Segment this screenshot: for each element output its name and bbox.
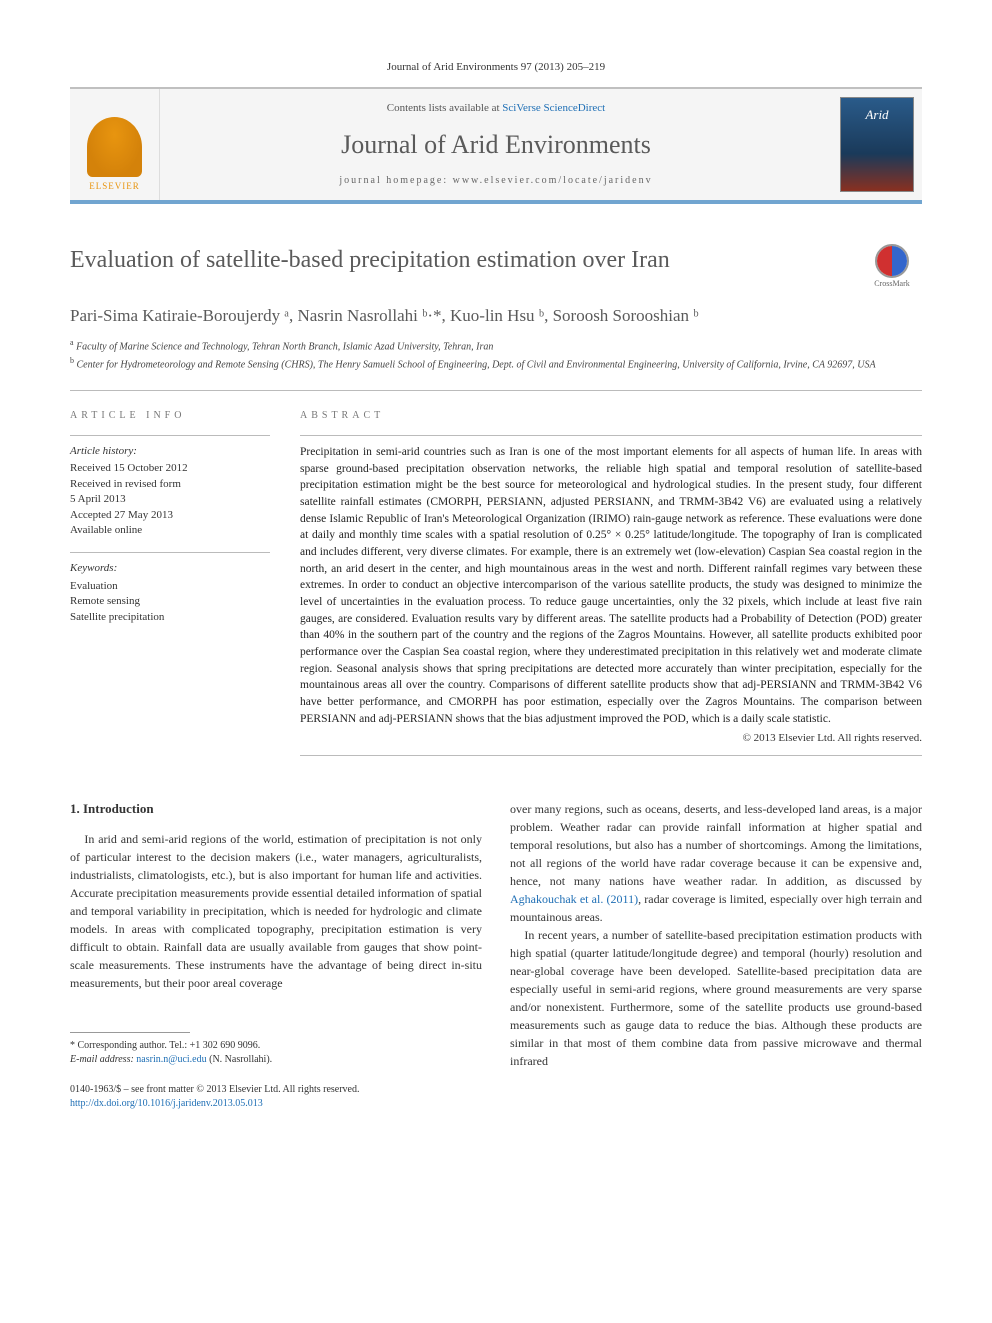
history-line-3: Accepted 27 May 2013 xyxy=(70,508,270,523)
abstract-label: ABSTRACT xyxy=(300,409,922,423)
masthead: ELSEVIER Contents lists available at Sci… xyxy=(70,87,922,204)
history-block: Article history: Received 15 October 201… xyxy=(70,444,270,538)
cover-cell: Arid xyxy=(832,89,922,200)
body-col-right: over many regions, such as oceans, deser… xyxy=(510,800,922,1111)
info-divider-1 xyxy=(70,435,270,436)
body-col2-p1-pre: over many regions, such as oceans, deser… xyxy=(510,802,922,888)
abstract-divider-bottom xyxy=(300,755,922,756)
body-col2-p1: over many regions, such as oceans, deser… xyxy=(510,800,922,926)
crossmark-widget[interactable]: CrossMark xyxy=(862,244,922,289)
contents-prefix: Contents lists available at xyxy=(387,102,502,114)
body-col-left: 1. Introduction In arid and semi-arid re… xyxy=(70,800,482,1111)
authors-line: Pari-Sima Katiraie-Boroujerdy ᵃ, Nasrin … xyxy=(70,304,922,328)
abstract-copyright: © 2013 Elsevier Ltd. All rights reserved… xyxy=(300,731,922,746)
sciencedirect-link[interactable]: SciVerse ScienceDirect xyxy=(502,102,605,114)
journal-name: Journal of Arid Environments xyxy=(170,127,822,163)
keywords-label: Keywords: xyxy=(70,561,270,576)
history-line-0: Received 15 October 2012 xyxy=(70,461,270,476)
history-label: Article history: xyxy=(70,444,270,459)
publisher-name: ELSEVIER xyxy=(89,180,140,193)
email-footnote: E-mail address: nasrin.n@uci.edu (N. Nas… xyxy=(70,1053,482,1067)
info-divider-2 xyxy=(70,552,270,553)
masthead-center: Contents lists available at SciVerse Sci… xyxy=(160,89,832,200)
body-columns: 1. Introduction In arid and semi-arid re… xyxy=(70,800,922,1111)
contents-line: Contents lists available at SciVerse Sci… xyxy=(170,101,822,116)
crossmark-icon xyxy=(875,244,909,278)
crossmark-label: CrossMark xyxy=(874,278,910,289)
affiliation-a: a Faculty of Marine Science and Technolo… xyxy=(70,337,922,354)
footer-line-1: 0140-1963/$ – see front matter © 2013 El… xyxy=(70,1083,482,1097)
article-info-label: ARTICLE INFO xyxy=(70,409,270,423)
abstract-text: Precipitation in semi-arid countries suc… xyxy=(300,444,922,727)
doi-link[interactable]: http://dx.doi.org/10.1016/j.jaridenv.201… xyxy=(70,1098,263,1109)
publisher-logo-cell: ELSEVIER xyxy=(70,89,160,200)
affiliations: a Faculty of Marine Science and Technolo… xyxy=(70,337,922,372)
keyword-1: Remote sensing xyxy=(70,594,270,609)
elsevier-logo[interactable]: ELSEVIER xyxy=(80,107,150,192)
body-col1-p1: In arid and semi-arid regions of the wor… xyxy=(70,830,482,992)
body-col2-p2: In recent years, a number of satellite-b… xyxy=(510,926,922,1070)
homepage-prefix: journal homepage: xyxy=(339,175,452,186)
homepage-line: journal homepage: www.elsevier.com/locat… xyxy=(170,174,822,188)
history-line-2: 5 April 2013 xyxy=(70,492,270,507)
history-line-4: Available online xyxy=(70,523,270,538)
page: Journal of Arid Environments 97 (2013) 2… xyxy=(0,0,992,1151)
history-line-1: Received in revised form xyxy=(70,477,270,492)
corresponding-email-link[interactable]: nasrin.n@uci.edu xyxy=(136,1054,206,1065)
keyword-2: Satellite precipitation xyxy=(70,610,270,625)
affiliation-a-text: Faculty of Marine Science and Technology… xyxy=(76,342,493,353)
journal-homepage-link[interactable]: www.elsevier.com/locate/jaridenv xyxy=(453,175,653,186)
footer-bar: 0140-1963/$ – see front matter © 2013 El… xyxy=(70,1083,482,1111)
info-abstract-row: ARTICLE INFO Article history: Received 1… xyxy=(70,409,922,764)
divider-top xyxy=(70,390,922,391)
cover-title: Arid xyxy=(865,106,888,124)
footnote-separator xyxy=(70,1032,190,1033)
elsevier-tree-icon xyxy=(87,117,142,177)
citation-link-aghakouchak[interactable]: Aghakouchak et al. (2011) xyxy=(510,892,638,906)
email-who: (N. Nasrollahi). xyxy=(207,1054,273,1065)
keywords-block: Keywords: Evaluation Remote sensing Sate… xyxy=(70,561,270,625)
email-label: E-mail address: xyxy=(70,1054,136,1065)
abstract-divider xyxy=(300,435,922,436)
keyword-0: Evaluation xyxy=(70,579,270,594)
article-title: Evaluation of satellite-based precipitat… xyxy=(70,244,862,278)
section-1-heading: 1. Introduction xyxy=(70,800,482,818)
affiliation-b-text: Center for Hydrometeorology and Remote S… xyxy=(77,359,876,370)
abstract-column: ABSTRACT Precipitation in semi-arid coun… xyxy=(300,409,922,764)
article-info: ARTICLE INFO Article history: Received 1… xyxy=(70,409,270,764)
corresponding-footnote: * Corresponding author. Tel.: +1 302 690… xyxy=(70,1039,482,1053)
journal-cover-thumb[interactable]: Arid xyxy=(840,97,914,192)
title-row: Evaluation of satellite-based precipitat… xyxy=(70,244,922,289)
citation-header: Journal of Arid Environments 97 (2013) 2… xyxy=(70,60,922,75)
affiliation-b: b Center for Hydrometeorology and Remote… xyxy=(70,355,922,372)
